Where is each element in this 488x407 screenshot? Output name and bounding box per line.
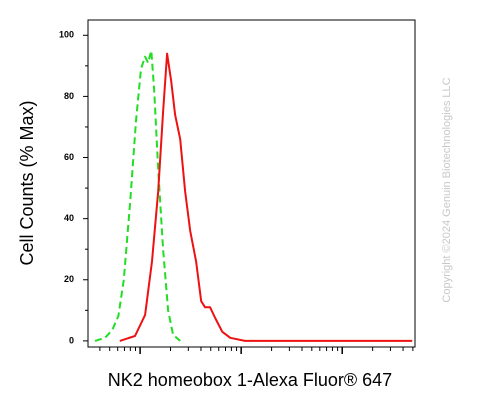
y-tick-label: 60	[64, 152, 74, 162]
y-axis-label: Cell Counts (% Max)	[17, 100, 37, 265]
histogram-line	[119, 52, 413, 342]
histogram-line	[94, 49, 181, 342]
watermark: Copyright ©2024 Genuin Biotechnologies L…	[441, 77, 453, 302]
plot-frame	[87, 19, 416, 348]
y-tick-label: 20	[64, 274, 74, 284]
y-tick-label: 100	[59, 30, 74, 40]
y-tick-label: 0	[69, 335, 74, 345]
x-axis-label: NK2 homeobox 1-Alexa Fluor® 647	[108, 370, 392, 390]
y-tick-label: 40	[64, 213, 74, 223]
y-tick-label: 80	[64, 91, 74, 101]
